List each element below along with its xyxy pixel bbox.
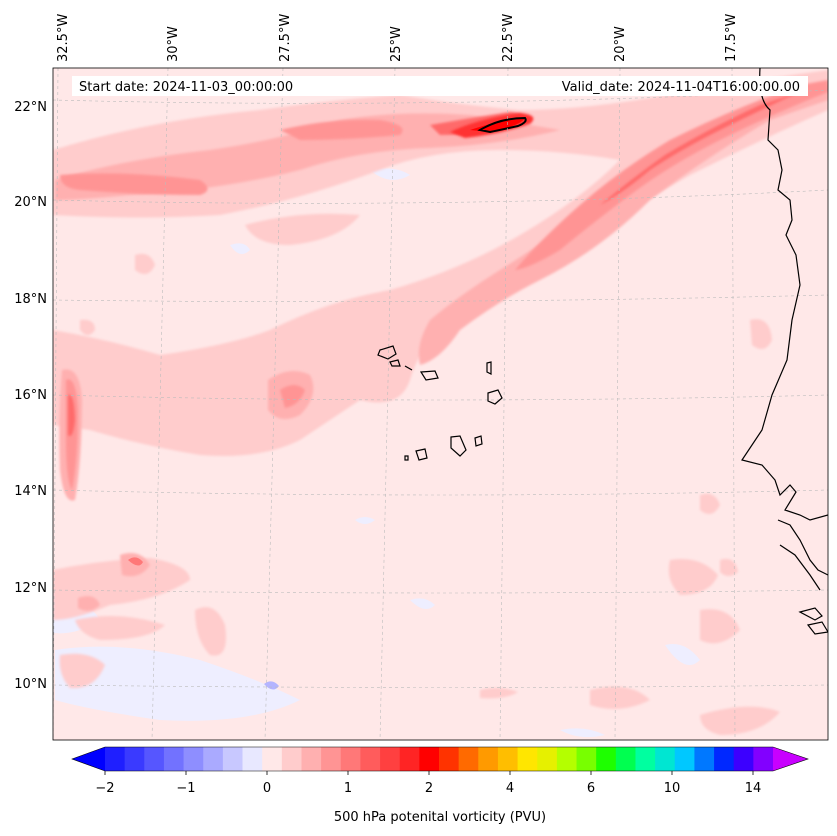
lon-label: 22.5°W [501, 14, 516, 62]
colorbar-cell [615, 747, 636, 771]
colorbar-tick-label: 1 [344, 781, 352, 796]
colorbar-tick-label: 2 [425, 781, 433, 796]
colorbar-cell [733, 747, 754, 771]
colorbar-cell [517, 747, 538, 771]
lon-label: 27.5°W [278, 14, 293, 62]
pv-contour-line [477, 116, 527, 134]
lat-label: 10°N [14, 677, 47, 692]
colorbar-cell [242, 747, 263, 771]
graticule [53, 68, 828, 740]
colorbar-cell [124, 747, 145, 771]
colorbar-cell [183, 747, 204, 771]
lat-label: 16°N [14, 388, 47, 403]
colorbar-cell [694, 747, 715, 771]
start-date-text: Start date: 2024-11-03_00:00:00 [79, 80, 293, 95]
lon-label: 17.5°W [724, 14, 739, 62]
pv-field-level-3 [60, 80, 828, 490]
lon-label: 32.5°W [56, 14, 71, 62]
colorbar-cell [105, 747, 126, 771]
colorbar-cell [478, 747, 499, 771]
cape-verde-islands [377, 345, 503, 461]
colorbar-cell [635, 747, 656, 771]
negative-pv-spot [264, 681, 279, 690]
colorbar-cell [203, 747, 224, 771]
colorbar-cell [458, 747, 479, 771]
colorbar-tick-label: 0 [263, 781, 271, 796]
longitude-labels: 32.5°W 30°W 27.5°W 25°W 22.5°W 20°W 17.5… [56, 14, 739, 62]
lat-label: 12°N [14, 581, 47, 596]
colorbar-extend-max [773, 747, 808, 771]
colorbar-ticks [104, 771, 754, 775]
colorbar-cell [262, 747, 283, 771]
colorbar-cell [674, 747, 695, 771]
header-box [72, 76, 808, 96]
colorbar-cell [497, 747, 518, 771]
colorbar-cell [281, 747, 302, 771]
colorbar-cell [419, 747, 440, 771]
colorbar-cell [321, 747, 342, 771]
lat-label: 22°N [14, 100, 47, 115]
colorbar-cell [163, 747, 184, 771]
lat-label: 14°N [14, 484, 47, 499]
colorbar-tick-label: −1 [176, 781, 195, 796]
colorbar-cell [144, 747, 165, 771]
colorbar-cell [576, 747, 597, 771]
colorbar-cell [360, 747, 381, 771]
colorbar-cell [753, 747, 774, 771]
lon-label: 20°W [613, 26, 628, 62]
lat-label: 18°N [14, 292, 47, 307]
map-frame [52, 67, 829, 741]
colorbar-cell [596, 747, 617, 771]
colorbar-cell [340, 747, 361, 771]
colorbar-cell [222, 747, 243, 771]
colorbar-cell [439, 747, 460, 771]
colorbar: −2 −1 0 1 2 4 6 10 14 500 hPa potenital … [71, 746, 809, 825]
valid-date-text: Valid_date: 2024-11-04T16:00:00.00 [562, 80, 800, 95]
colorbar-cell [380, 747, 401, 771]
latitude-labels: 22°N 20°N 18°N 16°N 14°N 12°N 10°N [14, 100, 47, 692]
colorbar-cell [537, 747, 558, 771]
colorbar-tick-label: 6 [587, 781, 595, 796]
colorbar-tick-label: 14 [745, 781, 762, 796]
colorbar-cell [301, 747, 322, 771]
colorbar-label: 500 hPa potenital vorticity (PVU) [334, 810, 546, 825]
colorbar-cell [556, 747, 577, 771]
lon-label: 30°W [166, 26, 181, 62]
map-panel [53, 68, 828, 740]
coastline [741, 68, 828, 635]
colorbar-cell [714, 747, 735, 771]
colorbar-cells [105, 747, 774, 771]
lon-label: 25°W [389, 26, 404, 62]
colorbar-cell [399, 747, 420, 771]
colorbar-tick-label: −2 [95, 781, 114, 796]
colorbar-extend-min [72, 747, 105, 771]
colorbar-cell [655, 747, 676, 771]
lat-label: 20°N [14, 195, 47, 210]
colorbar-tick-label: 10 [664, 781, 681, 796]
colorbar-tick-label: 4 [506, 781, 514, 796]
